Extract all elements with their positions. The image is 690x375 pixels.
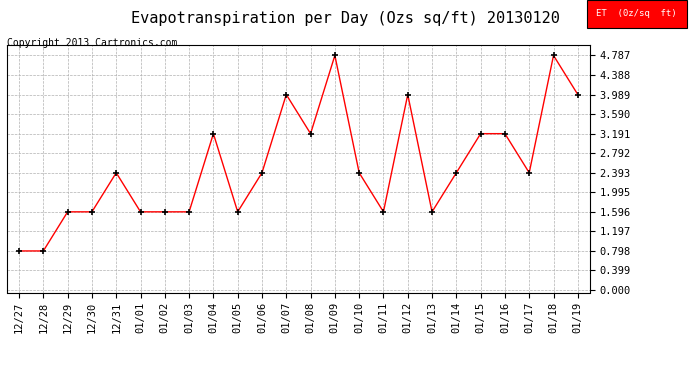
Text: Evapotranspiration per Day (Ozs sq/ft) 20130120: Evapotranspiration per Day (Ozs sq/ft) 2…: [130, 11, 560, 26]
Text: Copyright 2013 Cartronics.com: Copyright 2013 Cartronics.com: [7, 38, 177, 48]
Text: ET  (0z/sq  ft): ET (0z/sq ft): [596, 9, 676, 18]
